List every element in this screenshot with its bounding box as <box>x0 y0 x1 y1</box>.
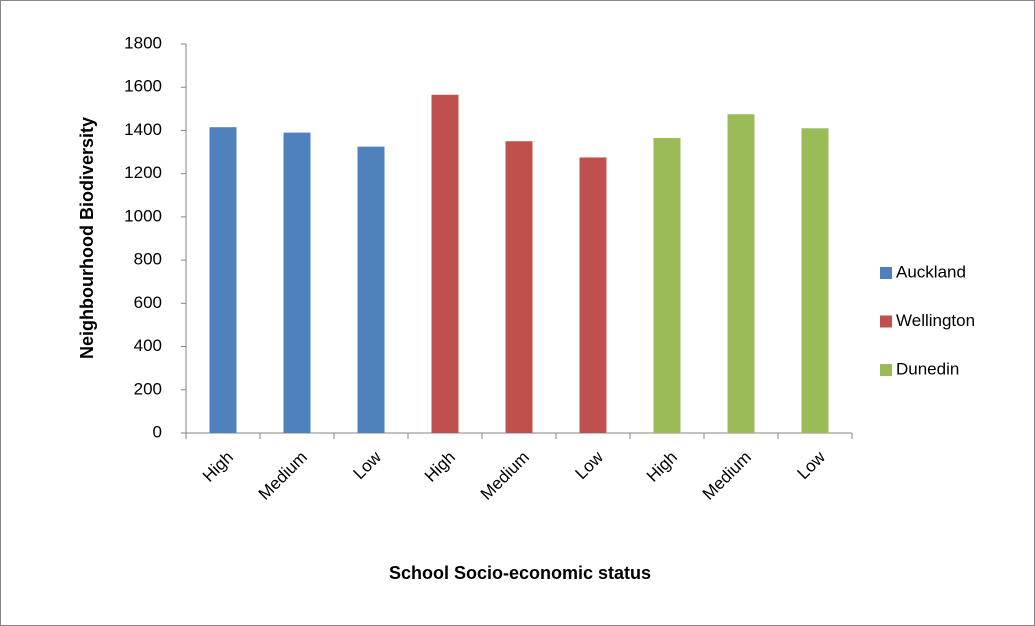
y-axis-title: Neighbourhood Biodiversity <box>77 117 97 359</box>
bar <box>283 132 311 433</box>
legend-label: Wellington <box>896 311 975 330</box>
bar <box>357 146 385 433</box>
bar <box>801 128 829 434</box>
x-axis-title: School Socio-economic status <box>389 563 651 583</box>
y-tick-label: 600 <box>134 293 162 312</box>
legend-swatch <box>880 315 892 328</box>
legend-swatch <box>880 364 892 376</box>
legend-label: Auckland <box>896 262 966 281</box>
legend-swatch <box>880 267 892 279</box>
y-tick-label: 1400 <box>124 120 162 139</box>
y-tick-label: 1200 <box>124 163 162 182</box>
y-tick-label: 1800 <box>124 33 162 52</box>
y-tick-label: 200 <box>134 379 162 398</box>
bar <box>431 94 459 434</box>
y-tick-label: 1000 <box>124 206 162 225</box>
bar <box>579 157 607 434</box>
y-tick-label: 400 <box>134 336 162 355</box>
bar <box>727 114 755 433</box>
y-tick-label: 0 <box>153 422 162 441</box>
bar <box>209 127 237 434</box>
bar <box>653 138 681 433</box>
bar <box>505 141 533 433</box>
y-tick-label: 800 <box>134 250 162 269</box>
y-tick-label: 1600 <box>124 77 162 96</box>
legend-label: Dunedin <box>896 359 959 378</box>
